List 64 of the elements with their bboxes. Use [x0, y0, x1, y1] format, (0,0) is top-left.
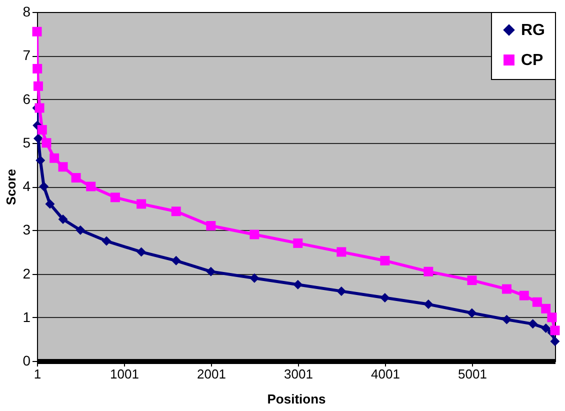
point [206, 221, 216, 231]
y-tick-label: 7 [22, 47, 31, 64]
y-axis-title: Score [4, 168, 19, 206]
point [42, 138, 52, 148]
point [519, 290, 529, 300]
point [250, 230, 260, 240]
point [424, 266, 434, 276]
legend-label: CP [521, 52, 544, 69]
point [171, 256, 181, 266]
point [502, 284, 512, 294]
x-tick-label: 5001 [458, 366, 487, 382]
y-tick-label: 2 [22, 265, 31, 282]
point [547, 312, 557, 322]
point [136, 247, 146, 257]
point [71, 173, 81, 183]
point [32, 26, 42, 36]
y-tick-label: 3 [22, 222, 31, 238]
x-axis-title: Positions [267, 392, 326, 406]
legend-label: RG [521, 22, 545, 39]
y-tick-label: 6 [22, 90, 31, 107]
point [136, 199, 146, 209]
x-tick-label: 2001 [197, 366, 226, 382]
point [528, 319, 538, 329]
point [45, 199, 55, 209]
point [424, 300, 434, 310]
point [102, 236, 112, 246]
x-tick-label: 1001 [110, 366, 139, 382]
point [467, 276, 477, 286]
point [58, 214, 68, 224]
point [467, 308, 477, 318]
point [541, 304, 551, 314]
point [293, 238, 303, 248]
point [50, 153, 60, 163]
point [250, 273, 260, 283]
y-tick-label: 4 [22, 178, 31, 194]
point [39, 182, 49, 192]
point [206, 266, 216, 276]
point [171, 206, 181, 216]
point [86, 182, 96, 192]
y-tick-label: 0 [22, 352, 31, 368]
point [541, 324, 551, 334]
y-tick-label: 8 [22, 4, 31, 20]
point [380, 256, 390, 266]
point [550, 326, 560, 336]
point [33, 81, 43, 91]
y-tick-label: 5 [22, 134, 31, 150]
point [336, 247, 346, 257]
point [36, 156, 46, 166]
y-tick-label: 1 [22, 308, 31, 325]
point [532, 297, 542, 307]
point [37, 125, 47, 135]
point [76, 225, 86, 235]
x-tick-label: 3001 [284, 366, 313, 382]
x-tick-label: 1 [34, 366, 42, 382]
point [336, 286, 346, 296]
point [380, 293, 390, 302]
point [34, 103, 44, 113]
point [32, 64, 42, 74]
point [110, 192, 120, 202]
point [293, 280, 303, 290]
point [58, 162, 68, 172]
point [502, 314, 512, 324]
x-tick-label: 4001 [371, 366, 400, 382]
point [550, 336, 560, 346]
